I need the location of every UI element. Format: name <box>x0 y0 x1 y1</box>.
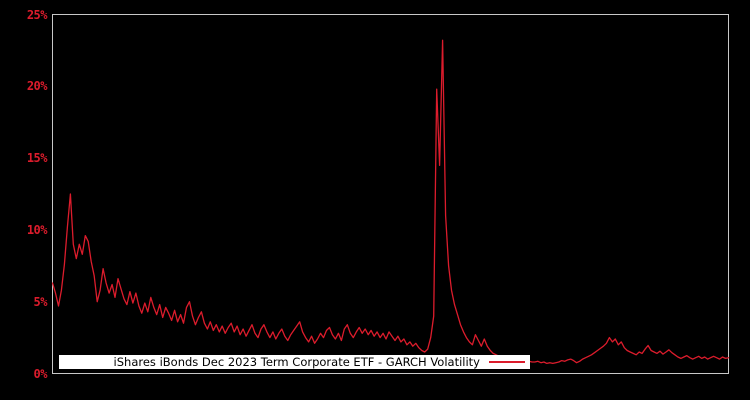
y-tick-label: 25% <box>26 7 48 22</box>
legend-line-sample <box>489 361 525 363</box>
y-tick-label: 20% <box>26 79 48 94</box>
y-tick-label: 0% <box>33 366 48 381</box>
legend: iShares iBonds Dec 2023 Term Corporate E… <box>59 355 530 369</box>
plot-border <box>52 14 729 374</box>
y-tick-label: 10% <box>26 222 48 237</box>
y-tick-label: 5% <box>33 294 48 309</box>
y-tick-label: 15% <box>26 151 48 166</box>
legend-label: iShares iBonds Dec 2023 Term Corporate E… <box>113 354 480 369</box>
volatility-line <box>51 39 730 365</box>
